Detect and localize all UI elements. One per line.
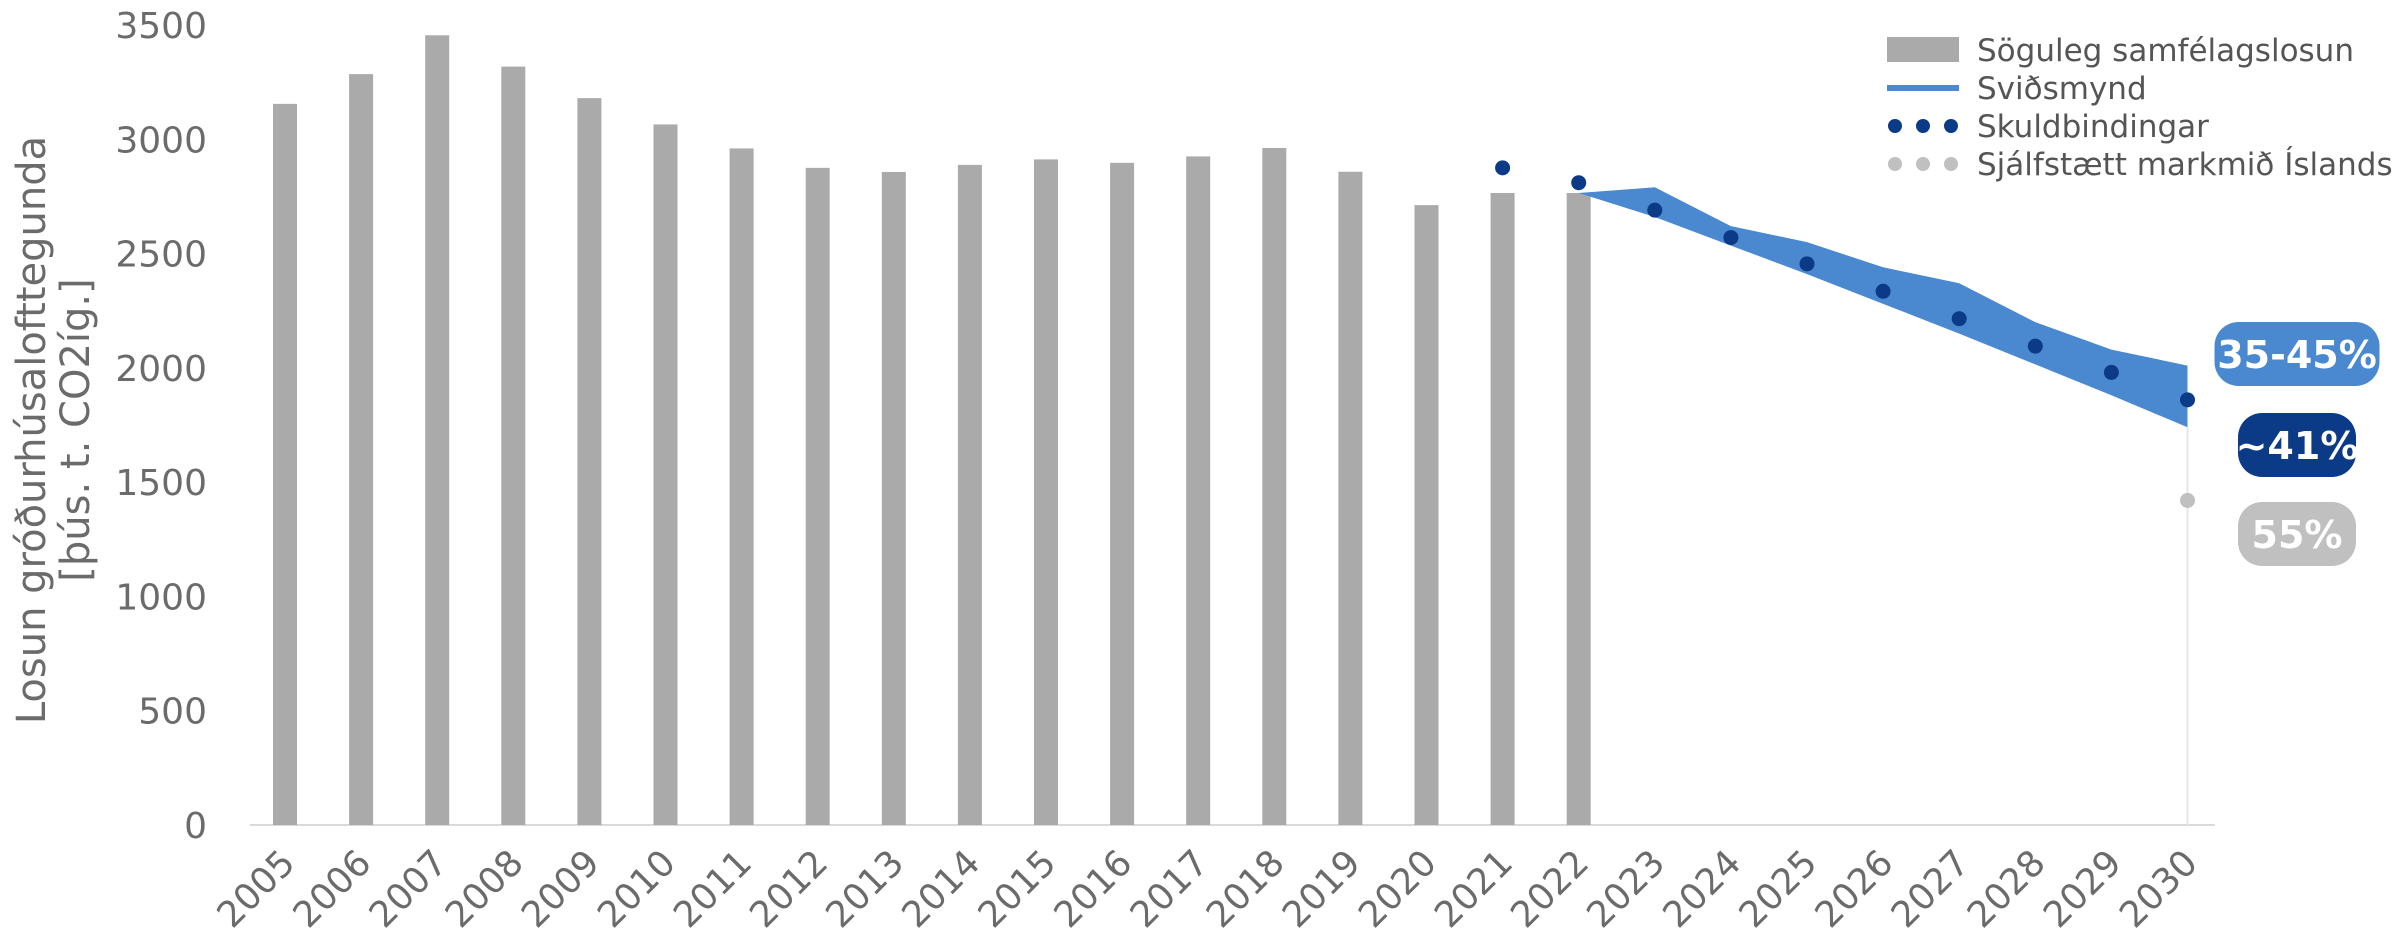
x-tick-label: 2012: [742, 842, 836, 936]
y-tick-label: 500: [138, 692, 207, 733]
x-tick-label: 2030: [2112, 842, 2206, 936]
plot-area: Losun gróðurhúsalofttegunda[þús. t. CO2í…: [9, 6, 2393, 936]
bar: [1338, 171, 1363, 825]
bar: [501, 66, 526, 826]
bar: [805, 167, 830, 825]
bar: [1490, 193, 1515, 825]
scenario-band: [1578, 187, 2188, 428]
x-tick-label: 2022: [1503, 842, 1597, 936]
y-tick-label: 1000: [115, 577, 207, 618]
commitment-point: [1799, 256, 1815, 272]
bar: [1566, 193, 1591, 825]
bar: [1110, 162, 1135, 826]
commitment-point: [2180, 492, 2195, 508]
x-tick-label: 2013: [818, 842, 912, 936]
bar: [1262, 147, 1287, 825]
legend-swatch-dot: [1888, 157, 1902, 171]
x-tick-label: 2017: [1123, 842, 1217, 936]
legend-swatch-dot: [1888, 119, 1902, 133]
y-axis-label: Losun gróðurhúsalofttegunda[þús. t. CO2í…: [9, 136, 99, 724]
legend-swatch-dot: [1916, 157, 1930, 171]
legend-swatch-dot: [1916, 119, 1930, 133]
reduction-badge: [2214, 322, 2380, 386]
x-tick-label: 2027: [1884, 842, 1978, 936]
x-tick-label: 2026: [1808, 842, 1902, 936]
bar: [349, 74, 374, 825]
commitment-point: [2180, 392, 2195, 408]
x-tick-label: 2025: [1732, 842, 1826, 936]
x-tick-label: 2011: [666, 842, 760, 936]
x-tick-label: 2018: [1199, 842, 1293, 936]
x-tick-label: 2020: [1351, 842, 1445, 936]
bar: [957, 164, 982, 825]
bar: [425, 35, 450, 826]
y-tick-label: 2500: [115, 235, 207, 276]
commitment-point: [1571, 175, 1587, 191]
reduction-badge-label: ~41%: [2236, 424, 2359, 468]
x-tick-label: 2028: [1960, 842, 2054, 936]
x-tick-label: 2010: [590, 842, 684, 936]
x-tick-label: 2016: [1047, 842, 1141, 936]
bar: [1186, 156, 1211, 825]
x-tick-label: 2014: [894, 842, 988, 936]
legend-swatch-dot: [1944, 119, 1958, 133]
x-tick-label: 2007: [362, 842, 456, 936]
reduction-badge-label: 55%: [2252, 513, 2343, 557]
x-tick-label: 2024: [1655, 842, 1749, 936]
reduction-badge: [2238, 413, 2356, 477]
y-tick-label: 1500: [115, 463, 207, 504]
commitment-point: [1951, 311, 1967, 327]
commitment-point: [1875, 283, 1891, 299]
x-tick-label: 2015: [971, 842, 1065, 936]
commitment-point: [1495, 160, 1511, 176]
bar: [1414, 205, 1439, 826]
bar: [881, 171, 906, 825]
legend-label: Söguleg samfélagslosun: [1977, 33, 2354, 69]
y-tick-label: 2000: [115, 349, 207, 390]
x-tick-label: 2023: [1579, 842, 1673, 936]
reduction-badge-label: 35-45%: [2217, 333, 2377, 377]
x-tick-label: 2005: [210, 842, 304, 936]
bar: [273, 103, 297, 826]
x-tick-label: 2006: [286, 842, 380, 936]
commitment-point: [1647, 202, 1663, 218]
x-tick-label: 2021: [1427, 842, 1521, 936]
y-axis-label-line: Losun gróðurhúsalofttegunda: [9, 136, 55, 724]
bar: [653, 124, 678, 825]
bar: [577, 98, 602, 825]
x-tick-label: 2019: [1275, 842, 1369, 936]
legend-swatch-dot: [1944, 157, 1958, 171]
commitment-point: [2027, 338, 2043, 354]
commitment-point: [1723, 230, 1739, 246]
legend-swatch-bar: [1887, 37, 1959, 62]
bar: [1034, 159, 1058, 825]
bar: [729, 148, 754, 825]
commitment-point: [2103, 364, 2119, 380]
legend-label: Sviðsmynd: [1977, 71, 2147, 107]
x-tick-label: 2008: [438, 842, 532, 936]
x-tick-label: 2029: [2036, 842, 2130, 936]
y-tick-label: 3500: [115, 6, 207, 47]
reduction-badge: [2238, 502, 2356, 566]
y-tick-label: 3000: [115, 120, 207, 161]
x-tick-label: 2009: [514, 842, 608, 936]
legend-label: Sjálfstætt markmið Íslands: [1977, 147, 2393, 183]
y-axis-label-line: [þús. t. CO2íg.]: [53, 278, 99, 581]
y-tick-label: 0: [184, 806, 207, 847]
legend-label: Skuldbindingar: [1977, 109, 2209, 145]
